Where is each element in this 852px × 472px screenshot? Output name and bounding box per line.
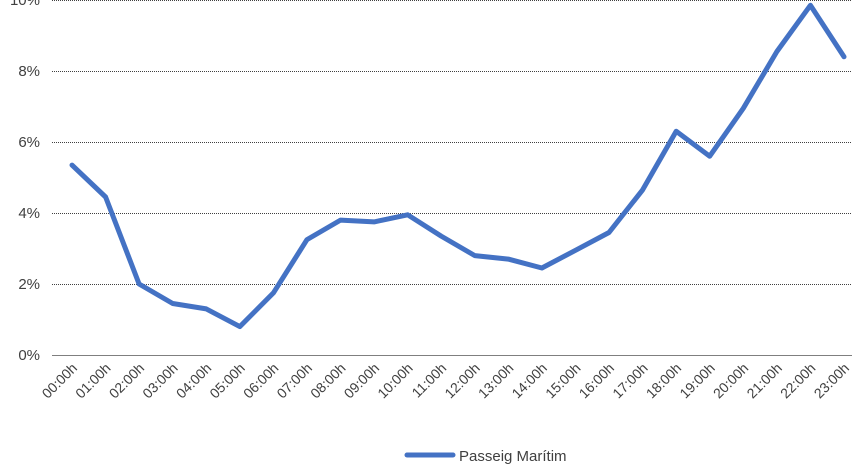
y-tick-labels: 0% 2% 4% 6% 8% 10% xyxy=(10,0,40,364)
x-tick-label: 23:00h xyxy=(811,360,852,402)
y-tick-label: 10% xyxy=(10,0,40,9)
x-tick-label: 19:00h xyxy=(676,360,718,402)
x-tick-label: 18:00h xyxy=(643,360,685,402)
x-tick-label: 06:00h xyxy=(240,360,282,402)
x-tick-label: 11:00h xyxy=(408,360,449,401)
x-tick-label: 10:00h xyxy=(374,360,416,402)
x-tick-label: 17:00h xyxy=(609,360,651,402)
x-tick-label: 15:00h xyxy=(542,360,584,402)
x-tick-label: 05:00h xyxy=(206,360,248,402)
x-tick-label: 01:00h xyxy=(72,360,114,402)
y-tick-label: 8% xyxy=(18,63,40,80)
x-tick-label: 16:00h xyxy=(576,360,618,402)
x-tick-label: 14:00h xyxy=(508,360,550,402)
x-tick-label: 07:00h xyxy=(273,360,315,402)
x-tick-label: 13:00h xyxy=(475,360,517,402)
series-lines xyxy=(69,2,847,330)
x-tick-label: 03:00h xyxy=(139,360,181,402)
x-tick-label: 12:00h xyxy=(441,360,483,402)
y-tick-label: 6% xyxy=(18,134,40,151)
x-tick-label: 21:00h xyxy=(743,360,785,402)
x-tick-label: 08:00h xyxy=(307,360,349,402)
x-tick-label: 04:00h xyxy=(173,360,215,402)
y-tick-label: 0% xyxy=(18,347,40,364)
y-tick-label: 4% xyxy=(18,205,40,222)
x-tick-label: 09:00h xyxy=(341,360,383,402)
series-line-0 xyxy=(69,2,847,330)
x-tick-label: 02:00h xyxy=(106,360,148,402)
legend-label-passeig-maritim: Passeig Marítim xyxy=(459,448,567,465)
x-tick-labels: 00:00h01:00h02:00h03:00h04:00h05:00h06:0… xyxy=(39,360,852,402)
x-tick-label: 20:00h xyxy=(710,360,752,402)
x-tick-label: 00:00h xyxy=(39,360,81,402)
y-tick-label: 2% xyxy=(18,276,40,293)
legend: Passeig Marítim xyxy=(404,448,567,465)
x-tick-label: 22:00h xyxy=(777,360,819,402)
